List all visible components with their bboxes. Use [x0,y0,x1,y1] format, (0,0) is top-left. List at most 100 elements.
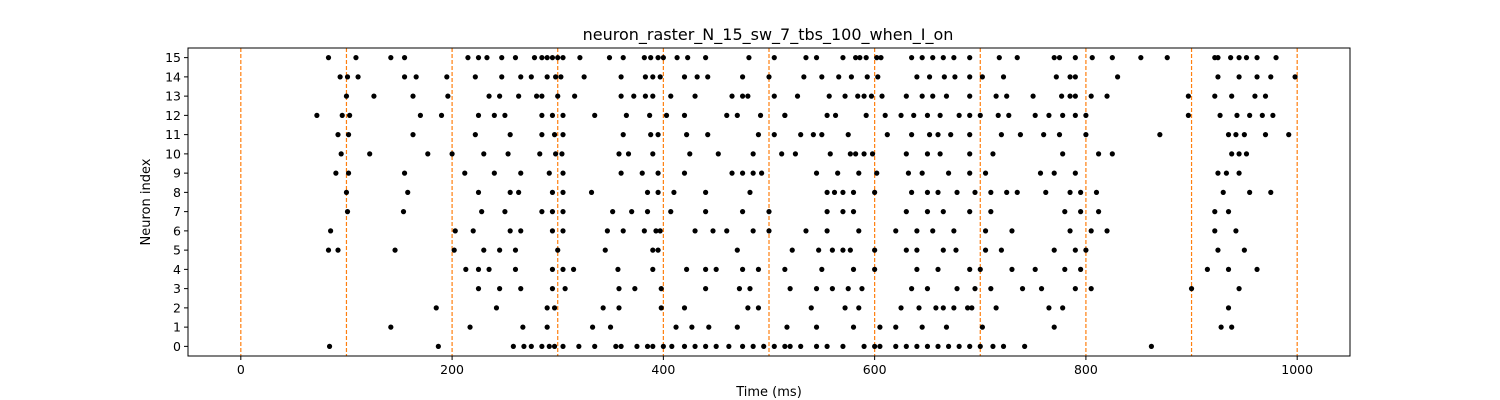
spike-n5-26 [1083,247,1089,253]
spike-n4-8 [650,266,656,272]
spike-n15-22 [674,55,680,61]
spike-n2-7 [681,305,688,311]
spike-n15-13 [555,55,561,61]
spike-n13-43 [1229,93,1235,99]
spike-n10-19 [853,151,859,157]
spike-n10-8 [559,151,565,157]
spike-n10-13 [715,151,721,157]
spike-n14-32 [952,74,958,80]
spike-n7-6 [560,209,566,215]
spike-n12-20 [782,112,788,118]
spike-n11-22 [935,132,941,138]
spike-n0-43 [967,343,973,349]
spike-n4-20 [967,266,973,272]
spike-n11-5 [539,132,545,138]
spike-n5-5 [497,247,503,253]
spike-n15-48 [1138,55,1144,61]
spike-n7-13 [766,209,772,215]
spike-n3-14 [845,286,851,292]
spike-n9-26 [1051,170,1057,176]
spike-n6-14 [724,228,730,234]
spike-n7-3 [502,209,508,215]
spike-n8-9 [655,189,661,195]
spike-n5-10 [655,247,661,253]
spike-n2-18 [964,305,971,311]
spike-n13-2 [410,93,416,99]
spike-n10-11 [650,151,656,157]
spike-n15-31 [857,55,863,61]
spike-n9-7 [560,170,566,176]
spike-n8-4 [516,189,522,195]
spike-n3-4 [562,286,568,292]
spike-n9-12 [729,170,735,176]
spike-n5-15 [840,247,846,253]
spike-n10-1 [367,151,373,157]
spike-n15-35 [909,55,915,61]
spike-n13-1 [371,93,377,99]
y-tick-label-12: 12 [165,108,181,123]
spike-n6-26 [1067,228,1073,234]
spike-n15-7 [499,55,505,61]
spike-n12-8 [539,112,545,118]
spike-n12-31 [977,112,983,118]
spike-n11-25 [998,132,1005,138]
spike-n0-16 [660,343,666,349]
spike-n14-16 [650,74,656,80]
spike-n13-38 [1072,93,1078,99]
spike-n3-10 [747,286,753,292]
spike-n5-14 [829,247,835,253]
spike-n13-3 [445,93,451,99]
spike-n0-28 [787,343,793,349]
spike-n8-6 [560,189,566,195]
spike-n7-10 [668,209,674,215]
spike-n14-20 [705,74,711,80]
spike-n9-23 [967,170,973,176]
spike-n13-5 [497,93,503,99]
spike-n15-17 [620,55,626,61]
spike-n12-24 [882,112,888,118]
spike-n10-25 [967,151,973,157]
spike-n3-17 [924,286,931,292]
x-tick-label-1000: 1000 [1281,362,1313,377]
spike-n4-1 [475,266,482,272]
spike-n15-52 [1228,55,1234,61]
spike-n6-15 [750,228,756,234]
spike-n6-20 [893,228,899,234]
spike-n8-3 [507,189,513,195]
spike-n12-37 [1072,112,1078,118]
spike-n13-17 [729,93,735,99]
spike-n4-5 [560,266,566,272]
spike-n12-2 [347,112,353,118]
spike-n1-7 [689,324,695,330]
spike-n9-13 [739,170,746,176]
spike-n15-51 [1215,55,1221,61]
x-axis-label: Time (ms) [735,385,802,400]
spike-n5-22 [982,247,989,253]
y-tick-label-1: 1 [173,320,181,335]
spike-n8-19 [924,189,931,195]
spike-n10-4 [481,151,487,157]
spike-n10-29 [1109,151,1115,157]
spike-n12-1 [339,112,345,118]
spike-n10-18 [847,151,853,157]
spike-n0-37 [903,343,909,349]
spike-n6-24 [982,228,989,234]
spike-n13-32 [967,93,973,99]
spike-n7-4 [539,209,545,215]
spike-n9-24 [982,170,989,176]
spike-n11-9 [648,132,654,138]
spike-n8-1 [405,189,411,195]
spike-n6-7 [604,228,610,234]
spike-n5-17 [872,247,878,253]
spike-n8-25 [1014,189,1020,195]
spike-n0-13 [634,343,640,349]
spike-n10-3 [449,151,455,157]
spike-n0-21 [713,343,719,349]
spike-n9-10 [655,170,661,176]
spike-n12-11 [592,112,598,118]
spike-n7-0 [344,209,351,215]
spike-n0-36 [893,343,899,349]
spike-n14-1 [344,74,351,80]
spike-n6-11 [657,228,663,234]
spike-n12-35 [1046,112,1052,118]
